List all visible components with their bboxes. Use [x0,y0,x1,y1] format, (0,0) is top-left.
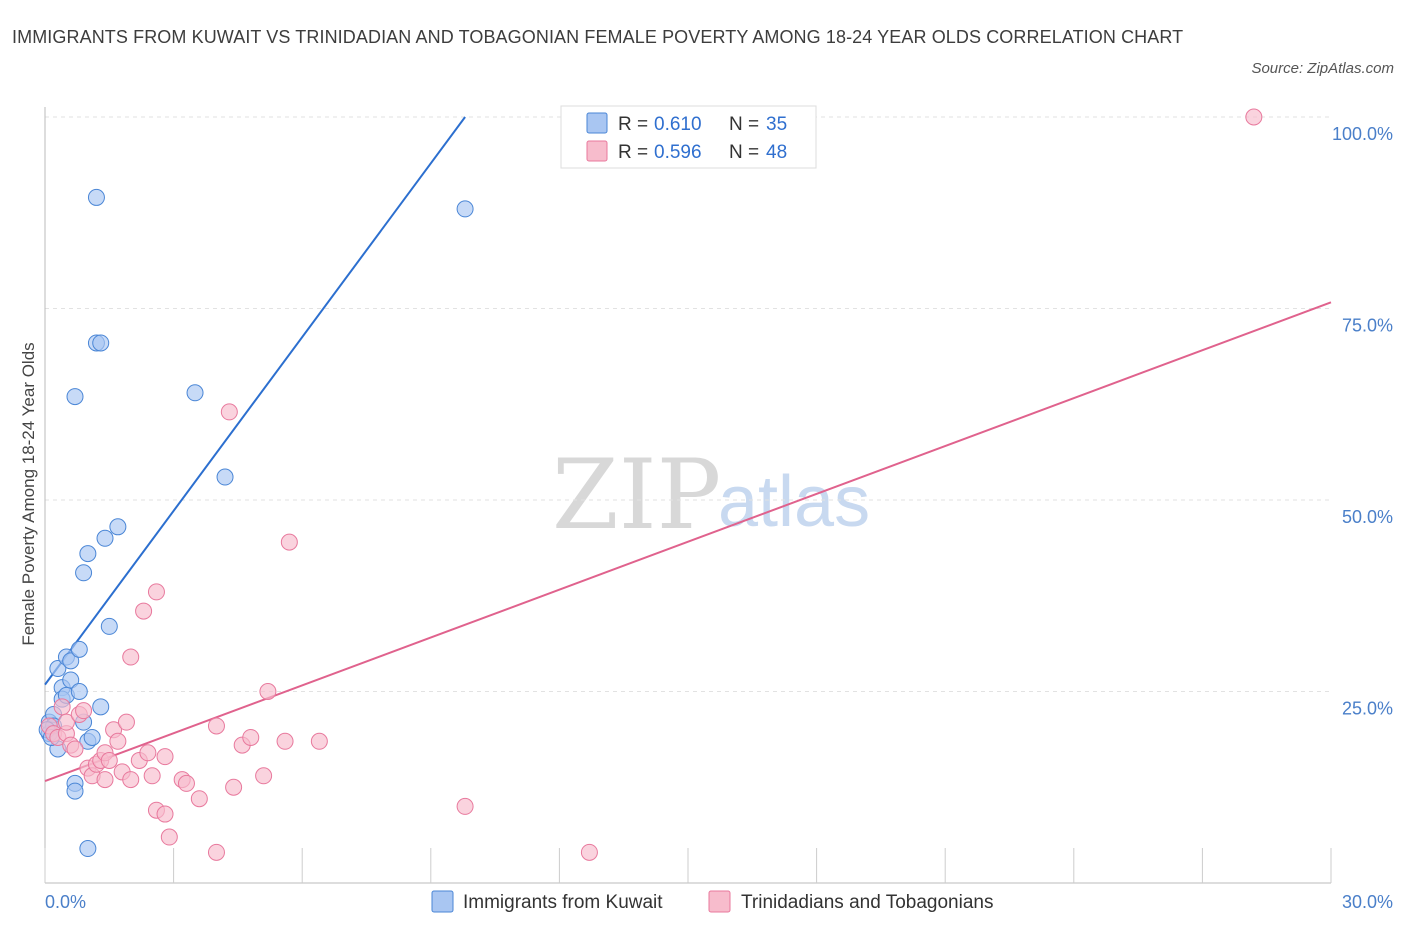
kuwait-point [87,188,105,206]
trinidad-point [156,805,174,823]
trinidad-point [456,797,474,815]
trinidad-point [225,778,243,796]
trinidad-point [109,732,127,750]
kuwait-point [92,698,110,716]
x-tick-label-min: 0.0% [45,892,86,912]
trinidad-point [147,583,165,601]
trinidad-point [100,751,118,769]
trinidad-point [259,683,277,700]
legend-n-value-1: 35 [766,114,787,135]
y-tick-label: 75.0% [1342,316,1393,336]
trinidad-point [96,771,114,789]
trinidad-point [122,771,140,789]
legend-r-label-2: R = [618,142,648,163]
trinidad-point [580,843,598,861]
trinidad-point [207,717,225,735]
kuwait-point [216,468,234,486]
legend-swatch-kuwait [586,112,608,134]
kuwait-point [92,334,110,352]
trinidad-point [276,732,294,750]
y-tick-label: 100.0% [1332,124,1393,144]
legend-r-value-2: 0.596 [654,142,702,163]
legend-n-label-1: N = [729,114,759,135]
series-legend-swatch-kuwait [431,890,454,913]
y-tick-label: 25.0% [1342,699,1393,719]
kuwait-point [79,545,97,563]
trinidad-point [255,767,273,785]
kuwait-point [186,384,204,402]
legend-r-label-1: R = [618,114,648,135]
watermark-zip: ZIP [552,439,721,551]
series-legend-label-trinidad: Trinidadians and Tobagonians [741,892,993,913]
kuwait-point [75,564,93,582]
chart-title: IMMIGRANTS FROM KUWAIT VS TRINIDADIAN AN… [12,27,1184,47]
trinidad-point [117,713,135,731]
legend-swatch-trinidad [586,140,608,162]
data-points [38,108,1263,861]
legend-n-value-2: 48 [766,142,787,163]
kuwait-point [109,518,127,536]
kuwait-point [100,617,118,635]
y-tick-label: 50.0% [1342,507,1393,527]
kuwait-point [62,652,80,670]
kuwait-point [96,529,114,547]
trinidad-point [66,740,84,758]
trinidad-point [57,713,75,731]
trinidad-point [160,828,178,846]
trinidad-point [220,403,238,421]
legend-r-value-1: 0.610 [654,114,702,135]
correlation-legend: R = 0.610 N = 35 R = 0.596 N = 48 [560,105,817,169]
trinidad-point [135,602,153,620]
kuwait-point [79,840,97,858]
legend-n-label-2: N = [729,142,759,163]
trinidad-point [122,648,140,666]
kuwait-point [66,388,84,406]
series-legend-swatch-trinidad [708,890,731,913]
source-label: Source: ZipAtlas.com [1251,60,1394,77]
axes [44,107,1332,884]
series-legend-label-kuwait: Immigrants from Kuwait [463,892,663,913]
trinidad-point [75,702,93,720]
trendlines [44,116,1332,783]
kuwait-point [70,640,88,658]
series-legend: Immigrants from Kuwait Trinidadians and … [431,890,993,913]
trinidad-trendline [44,301,1332,783]
trinidad-point [177,774,195,792]
trinidad-point [207,843,225,861]
x-tick-label-max: 30.0% [1342,892,1393,912]
kuwait-point [62,671,80,689]
tick-labels: 100.0% 75.0% 50.0% 25.0% 0.0% 30.0% [45,124,1393,912]
gridlines [45,116,1331,692]
kuwait-point [456,200,474,218]
kuwait-trendline [44,116,466,686]
trinidad-point [156,748,174,766]
kuwait-point [83,728,101,746]
trinidad-point [139,744,157,762]
trinidad-point [242,728,260,746]
trinidad-point [190,790,208,808]
y-axis-label: Female Poverty Among 18-24 Year Olds [19,342,38,645]
trinidad-point [53,698,71,716]
kuwait-point [66,782,84,800]
trinidad-point [310,732,328,750]
trinidad-point [1245,108,1263,126]
trinidad-point [143,767,161,785]
kuwait-point [70,683,88,700]
trinidad-point [280,533,298,551]
kuwait-point [49,660,67,678]
